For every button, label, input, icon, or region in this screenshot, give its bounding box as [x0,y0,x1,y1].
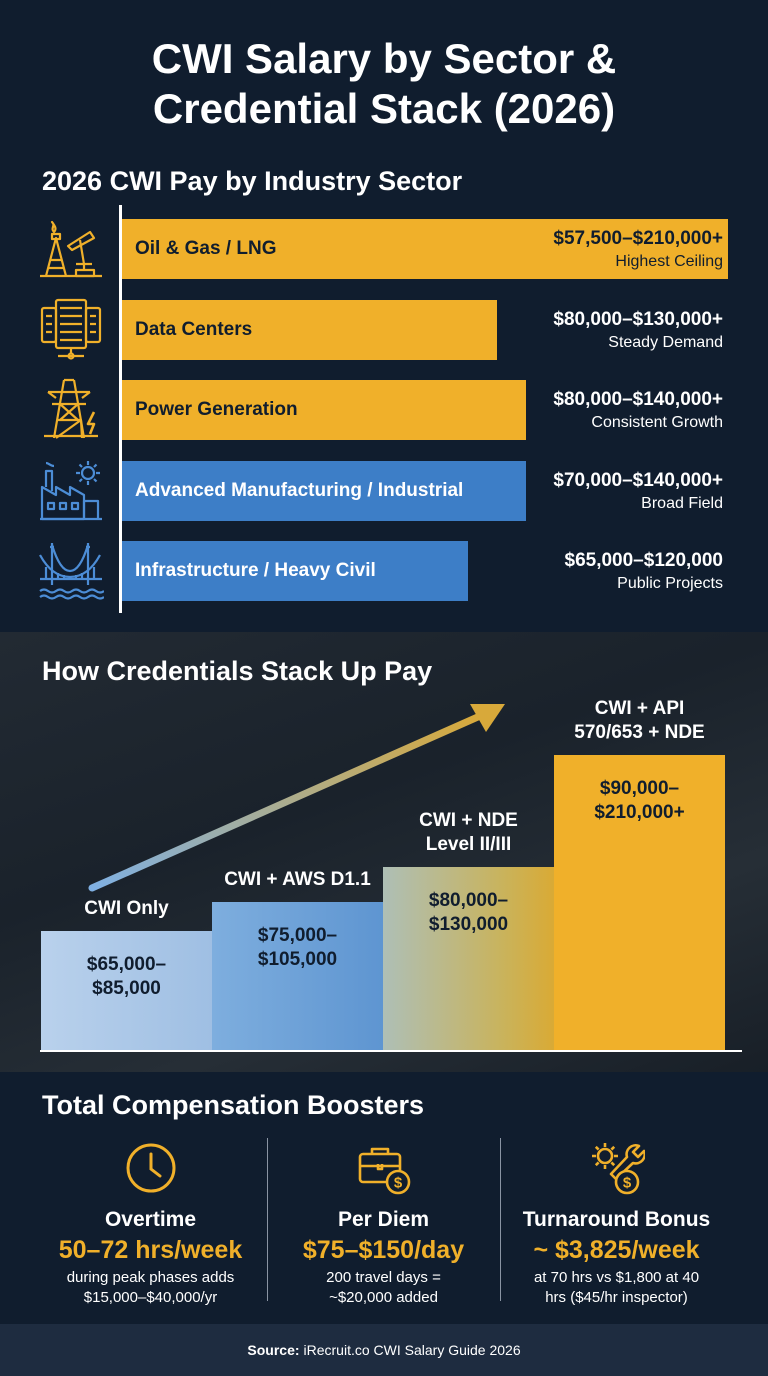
gear-wrench-dollar-icon: $ [591,1143,645,1195]
booster-value: 50–72 hrs/week [58,1236,243,1264]
sector-note-label: Public Projects [617,575,723,592]
booster-desc-line: $15,000–$40,000/yr [83,1289,218,1306]
booster-description: during peak phases adds $15,000–$40,000/… [34,1268,267,1308]
credential-step-bar [554,755,725,1050]
booster-divider [500,1138,501,1301]
credential-baseline [40,1050,742,1052]
booster-desc-line: ~$20,000 added [329,1289,438,1306]
sector-range-label: $80,000–$140,000+ [553,389,723,410]
credential-step-label: CWI + API 570/653 + NDE [574,698,705,743]
sector-bar-label: Advanced Manufacturing / Industrial [135,480,464,501]
credential-step-value: $90,000– $210,000+ [594,778,685,823]
power-tower-icon [44,378,98,439]
sector-note-label: Highest Ceiling [615,253,723,270]
bridge-icon [39,543,104,600]
sector-bar: Power Generation [122,380,526,440]
source-text: iRecruit.co CWI Salary Guide 2026 [303,1342,521,1358]
booster-turnaround: $ Turnaround Bonus ~ $3,825/week at 70 h… [500,1140,733,1308]
credentials-section-title: How Credentials Stack Up Pay [42,656,433,686]
booster-desc-line: at 70 hrs vs $1,800 at 40 [533,1269,700,1286]
booster-desc-line: hrs ($45/hr inspector) [545,1289,688,1306]
sector-bar: Infrastructure / Heavy Civil [122,541,468,601]
factory-gear-icon [40,461,102,521]
booster-description: 200 travel days = ~$20,000 added [267,1268,500,1308]
sector-bar-label: Oil & Gas / LNG [135,238,277,259]
sector-bar-label: Power Generation [135,399,298,420]
credential-step-label: CWI + NDE Level II/III [419,810,518,855]
sector-note-label: Broad Field [641,495,723,512]
sector-range-label: $57,500–$210,000+ [553,228,723,249]
credential-step-label: CWI Only [84,898,169,919]
sector-bar: Advanced Manufacturing / Industrial [122,461,526,521]
sector-note-label: Consistent Growth [591,414,723,431]
credential-step-value: $65,000– $85,000 [86,954,167,999]
booster-desc-line: during peak phases adds [66,1269,235,1286]
clock-icon [126,1143,175,1193]
booster-title: Per Diem [337,1208,430,1231]
booster-divider [267,1138,268,1301]
credential-step-value: $75,000– $105,000 [257,925,338,970]
sector-bar: Oil & Gas / LNG [122,219,728,279]
sector-axis-line [119,205,122,613]
sector-range-label: $65,000–$120,000 [564,550,724,571]
credential-step-bar [41,931,212,1050]
credential-step-value: $80,000– $130,000 [428,890,509,935]
sector-range-label: $70,000–$140,000+ [553,470,723,491]
credential-step-bar [212,902,383,1050]
booster-description: at 70 hrs vs $1,800 at 40 hrs ($45/hr in… [500,1268,733,1308]
credential-step-label: CWI + AWS D1.1 [224,869,371,890]
booster-value: $75–$150/day [302,1236,465,1264]
boosters-section-title: Total Compensation Boosters [42,1090,425,1120]
booster-title: Turnaround Bonus [522,1208,711,1231]
source-footer: Source: iRecruit.co CWI Salary Guide 202… [0,1324,768,1376]
sector-bar: Data Centers [122,300,497,360]
server-rack-icon [40,298,102,360]
svg-text:$: $ [622,1175,631,1192]
sector-bar-label: Infrastructure / Heavy Civil [135,560,376,581]
briefcase-dollar-icon: $ [358,1147,410,1195]
oil-derrick-icon [40,220,102,278]
credential-step-bar [383,867,554,1050]
booster-desc-line: 200 travel days = [326,1269,441,1286]
svg-text:$: $ [393,1175,402,1192]
booster-overtime: Overtime 50–72 hrs/week during peak phas… [34,1140,267,1308]
title-line-1: CWI Salary by Sector & [151,35,617,82]
sector-note-label: Steady Demand [608,334,723,351]
booster-per-diem: $ Per Diem $75–$150/day 200 travel days … [267,1140,500,1308]
growth-arrow-icon [88,704,505,892]
source-label: Source: [247,1342,300,1358]
title-line-2: Credential Stack (2026) [152,85,616,132]
sector-bar-label: Data Centers [135,319,253,340]
sector-section-title: 2026 CWI Pay by Industry Sector [42,166,463,196]
booster-title: Overtime [104,1208,197,1231]
page-title: CWI Salary by Sector & Credential Stack … [0,34,768,134]
booster-value: ~ $3,825/week [533,1236,700,1264]
sector-range-label: $80,000–$130,000+ [553,309,723,330]
